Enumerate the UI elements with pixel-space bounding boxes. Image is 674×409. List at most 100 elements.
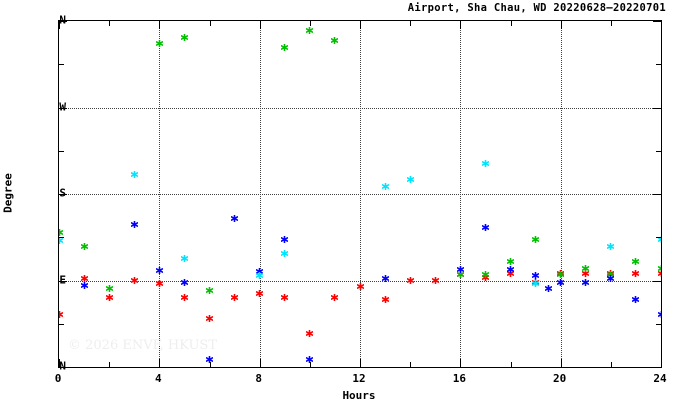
y-axis-tick-label: N: [59, 13, 66, 27]
data-point: [130, 171, 138, 179]
y-axis-tick: [653, 280, 662, 282]
x-axis-minor-tick: [410, 20, 412, 26]
x-axis-minor-tick: [209, 20, 211, 26]
x-axis-tick-label: 20: [553, 372, 567, 385]
y-axis-minor-tick: [58, 64, 64, 66]
x-axis-minor-tick: [309, 362, 311, 368]
data-point: [381, 296, 389, 304]
data-point: [80, 281, 88, 289]
x-axis-tick: [560, 359, 562, 368]
data-point: [532, 235, 540, 243]
data-point: [406, 176, 414, 184]
x-axis-tick: [59, 359, 60, 368]
data-point: [231, 294, 239, 302]
y-axis-minor-tick: [58, 150, 64, 152]
data-point: [59, 228, 63, 236]
data-point: [481, 224, 489, 232]
y-axis-minor-tick: [58, 237, 64, 239]
data-point: [306, 329, 314, 337]
data-point: [507, 266, 514, 274]
y-axis-tick-label: W: [59, 100, 66, 113]
y-axis-minor-tick: [656, 237, 662, 239]
data-point: [281, 250, 289, 258]
data-point: [632, 270, 640, 278]
x-axis-tick-label: 8: [255, 372, 262, 385]
x-axis-minor-tick: [510, 20, 512, 26]
x-axis-tick-label: 12: [352, 372, 366, 385]
x-axis-minor-tick: [309, 20, 311, 26]
gridline-vertical: [360, 21, 361, 367]
x-axis-tick: [360, 20, 361, 29]
gridline-vertical: [159, 21, 161, 367]
x-axis-minor-tick: [510, 362, 512, 368]
data-point: [632, 257, 640, 265]
y-axis-tick: [58, 21, 67, 22]
data-point: [657, 310, 661, 318]
gridline-vertical: [259, 21, 261, 367]
data-point: [657, 264, 661, 272]
data-point: [130, 221, 138, 229]
x-axis-tick-label: 0: [54, 372, 62, 385]
data-point: [80, 243, 88, 251]
y-axis-tick-label: N: [59, 359, 66, 373]
y-axis-label: Degree: [1, 173, 15, 213]
y-axis-tick: [58, 194, 67, 195]
y-axis-tick-label: E: [59, 273, 66, 286]
data-point: [507, 270, 514, 278]
x-axis-tick: [360, 359, 361, 368]
data-point: [607, 243, 615, 251]
x-axis-label: Hours: [342, 389, 376, 402]
data-point: [632, 296, 640, 304]
plot-frame: [58, 20, 662, 368]
x-axis-tick: [460, 359, 462, 368]
data-point: [381, 182, 389, 190]
data-point: [532, 272, 540, 280]
gridline-vertical: [460, 21, 462, 367]
data-point: [180, 294, 188, 302]
data-point: [481, 271, 489, 279]
data-point: [331, 36, 339, 44]
x-axis-minor-tick: [610, 362, 612, 368]
data-point: [582, 264, 590, 272]
x-axis-tick: [259, 20, 261, 29]
data-point: [180, 33, 188, 41]
data-point: [281, 235, 289, 243]
data-point: [206, 315, 213, 323]
y-axis-minor-tick: [656, 64, 662, 66]
data-point: [105, 284, 113, 292]
gridline-vertical: [560, 21, 562, 367]
x-axis-minor-tick: [209, 362, 211, 368]
data-point: [281, 44, 289, 52]
y-axis-tick: [653, 107, 662, 109]
data-point: [507, 257, 514, 265]
y-axis-tick-label: S: [59, 186, 66, 200]
x-axis-tick: [661, 20, 662, 29]
x-axis-tick: [159, 20, 161, 29]
data-point: [206, 286, 213, 294]
x-axis-tick: [159, 359, 161, 368]
y-axis-minor-tick: [656, 150, 662, 152]
data-point: [607, 270, 615, 278]
y-axis-minor-tick: [656, 323, 662, 325]
x-axis-tick: [560, 20, 562, 29]
y-axis-tick: [58, 367, 67, 368]
data-point: [231, 214, 239, 222]
x-axis-tick: [59, 20, 60, 29]
y-axis-minor-tick: [58, 323, 64, 325]
y-axis-tick: [653, 21, 662, 22]
plot-area: [59, 21, 661, 367]
y-axis-tick: [653, 367, 662, 368]
x-axis-minor-tick: [610, 20, 612, 26]
x-axis-tick-label: 16: [452, 372, 466, 385]
data-point: [281, 294, 289, 302]
data-point: [481, 159, 489, 167]
x-axis-tick: [460, 20, 462, 29]
x-axis-minor-tick: [109, 20, 111, 26]
data-point: [582, 270, 590, 278]
x-axis-minor-tick: [109, 362, 111, 368]
data-point: [331, 294, 339, 302]
x-axis-tick: [661, 359, 662, 368]
data-point: [657, 270, 661, 278]
data-point: [544, 284, 552, 292]
